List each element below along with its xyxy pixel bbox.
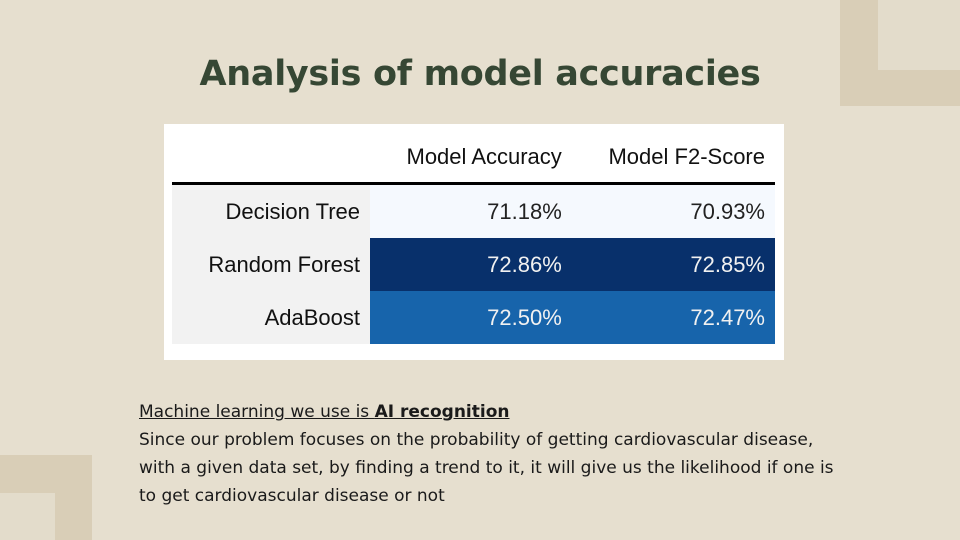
results-table: Model Accuracy Model F2-Score Decision T…	[172, 132, 775, 344]
row-label-adaboost: AdaBoost	[172, 291, 370, 344]
cell-accuracy: 71.18%	[370, 183, 572, 238]
table-header-row: Model Accuracy Model F2-Score	[172, 132, 775, 184]
results-table-panel: Model Accuracy Model F2-Score Decision T…	[164, 124, 784, 360]
row-label-random-forest: Random Forest	[172, 238, 370, 291]
column-header-accuracy: Model Accuracy	[406, 144, 562, 169]
description-block: Machine learning we use is AI recognitio…	[139, 398, 839, 510]
row-label-decision-tree: Decision Tree	[172, 183, 370, 238]
cell-f2: 72.47%	[571, 291, 775, 344]
lead-line: Machine learning we use is AI recognitio…	[139, 398, 839, 426]
slide-title: Analysis of model accuracies	[199, 54, 761, 94]
description-paragraph: Since our problem focuses on the probabi…	[139, 430, 834, 506]
cell-f2: 70.93%	[571, 183, 775, 238]
cell-accuracy: 72.50%	[370, 291, 572, 344]
lead-bold: AI recognition	[374, 402, 510, 422]
table-row: Decision Tree 71.18% 70.93%	[172, 183, 775, 238]
table-corner-cell	[172, 132, 370, 184]
table-row: Random Forest 72.86% 72.85%	[172, 238, 775, 291]
column-header-f2: Model F2-Score	[608, 144, 765, 169]
table-row: AdaBoost 72.50% 72.47%	[172, 291, 775, 344]
cell-f2: 72.85%	[571, 238, 775, 291]
corner-decoration-top-right-inner	[878, 0, 960, 70]
corner-decoration-bottom-left-inner	[0, 493, 55, 540]
cell-accuracy: 72.86%	[370, 238, 572, 291]
lead-prefix: Machine learning we use is	[139, 402, 375, 422]
